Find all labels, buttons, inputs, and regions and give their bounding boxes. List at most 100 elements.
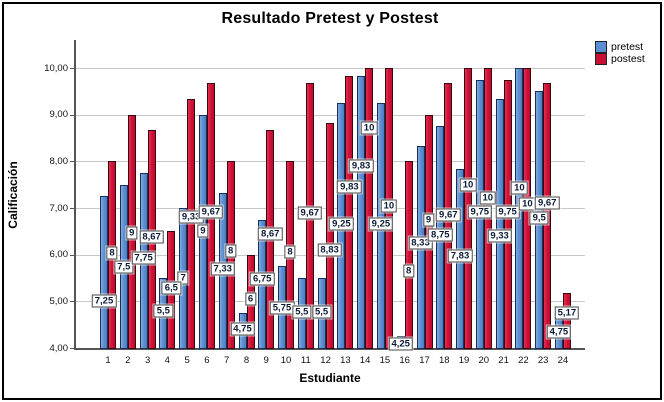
- y-tick: [70, 301, 74, 303]
- bar-value-label: 7,75: [131, 251, 156, 265]
- y-axis-line: [74, 40, 76, 349]
- x-tick-label: 23: [537, 355, 549, 366]
- bar-value-label: 6: [244, 292, 257, 306]
- bar-value-label: 7,33: [210, 262, 235, 276]
- x-tick-label: 8: [243, 355, 250, 366]
- bar-value-label: 9,67: [436, 208, 461, 222]
- bar-value-label: 9: [197, 224, 209, 238]
- x-tick-label: 10: [280, 355, 292, 366]
- bar-value-label: 8: [225, 244, 237, 258]
- bar-value-label: 6,5: [161, 281, 181, 295]
- x-tick-label: 3: [144, 355, 151, 366]
- bar-value-label: 7: [177, 271, 189, 285]
- y-tick-label: 6,00: [49, 249, 69, 261]
- y-tick: [70, 208, 74, 209]
- chart-title: Resultado Pretest y Postest: [221, 10, 439, 27]
- legend-item-pretest: pretest: [595, 41, 645, 53]
- y-tick-label: 7,00: [49, 202, 69, 214]
- bar-value-label: 5,17: [554, 306, 580, 320]
- bar-value-label: 8,67: [257, 227, 283, 241]
- bar-value-label: 9,33: [487, 229, 512, 243]
- x-tick-label: 11: [300, 355, 311, 366]
- bar-value-label: 10: [519, 197, 536, 211]
- bar-pretest-1: [100, 196, 108, 349]
- bar-value-label: 8: [403, 264, 415, 278]
- bar-value-label: 8: [106, 246, 118, 260]
- y-tick: [70, 114, 74, 116]
- x-tick-label: 21: [498, 355, 509, 366]
- x-tick-label: 15: [379, 355, 391, 366]
- bar-value-label: 9: [126, 226, 138, 240]
- bar-postest-14: [365, 68, 374, 349]
- bar-value-label: 9,25: [329, 217, 354, 231]
- bar-value-label: 4,75: [546, 325, 572, 339]
- postest-swatch-icon: [595, 53, 607, 65]
- bar-value-label: 10: [380, 199, 398, 213]
- y-tick: [70, 254, 74, 256]
- x-tick-label: 19: [458, 355, 470, 366]
- bar-value-label: 9,75: [467, 205, 493, 219]
- x-tick-label: 2: [125, 355, 131, 366]
- bar-value-label: 9,25: [368, 217, 394, 231]
- bar-value-label: 10: [459, 178, 477, 192]
- bar-value-label: 9,67: [198, 205, 224, 219]
- bar-value-label: 9,67: [534, 196, 560, 210]
- x-axis-title: Estudiante: [299, 371, 361, 385]
- bar-value-label: 9,83: [348, 159, 374, 173]
- x-tick-label: 6: [204, 355, 210, 366]
- bar-value-label: 5,5: [153, 304, 173, 318]
- bar-value-label: 10: [360, 121, 378, 135]
- bar-value-label: 9,75: [495, 205, 520, 219]
- bar-postest-13: [345, 75, 354, 349]
- y-tick-label: 9,00: [49, 109, 69, 121]
- bar-value-label: 8,33: [408, 236, 433, 250]
- gridline: [75, 114, 585, 116]
- bar-value-label: 5,75: [269, 301, 295, 315]
- y-tick-label: 4,00: [49, 342, 69, 354]
- y-tick-label: 10,00: [44, 62, 68, 74]
- legend-label-postest: postest: [611, 53, 645, 65]
- x-tick-label: 20: [478, 355, 490, 366]
- legend-label-pretest: pretest: [611, 41, 644, 53]
- bar-value-label: 8: [284, 245, 296, 259]
- x-tick-label: 4: [164, 355, 170, 366]
- pretest-swatch-icon: [595, 41, 607, 53]
- bar-value-label: 7,25: [91, 294, 117, 308]
- y-tick: [70, 68, 74, 69]
- bar-value-label: 9: [422, 213, 435, 227]
- bar-value-label: 8,75: [428, 228, 453, 242]
- bar-postest-24: [562, 293, 571, 349]
- bar-value-label: 4,75: [230, 322, 255, 336]
- y-axis-title: Calificación: [6, 161, 20, 229]
- bar-postest-5: [187, 99, 196, 349]
- bar-value-label: 7,5: [114, 260, 134, 274]
- bar-value-label: 4,25: [388, 337, 413, 351]
- y-tick: [70, 161, 74, 163]
- bar-value-label: 9,5: [529, 211, 549, 225]
- bar-value-label: 7,83: [447, 249, 473, 263]
- x-tick-label: 7: [224, 355, 230, 366]
- y-tick-label: 8,00: [49, 155, 69, 167]
- x-tick-label: 9: [263, 355, 269, 366]
- x-tick-label: 1: [105, 355, 111, 366]
- x-tick-label: 5: [184, 355, 190, 366]
- x-tick-label: 17: [419, 355, 430, 366]
- legend-item-postest: postest: [595, 53, 645, 65]
- bar-value-label: 10: [479, 191, 497, 205]
- x-tick-label: 16: [399, 355, 410, 366]
- bar-value-label: 5,5: [292, 305, 312, 319]
- legend: pretest postest: [595, 41, 645, 65]
- x-tick-label: 22: [518, 355, 529, 366]
- x-tick-label: 14: [359, 355, 371, 366]
- bar-pretest-14: [357, 75, 366, 349]
- bar-value-label: 10: [511, 181, 528, 195]
- bar-value-label: 8,67: [139, 230, 164, 244]
- bar-value-label: 8,83: [317, 243, 342, 257]
- gridline: [75, 68, 585, 69]
- bar-pretest-21: [495, 99, 504, 349]
- bar-value-label: 6,75: [249, 272, 275, 286]
- bar-postest-12: [325, 122, 334, 349]
- bar-value-label: 5,5: [311, 305, 332, 319]
- x-tick-label: 24: [557, 355, 569, 366]
